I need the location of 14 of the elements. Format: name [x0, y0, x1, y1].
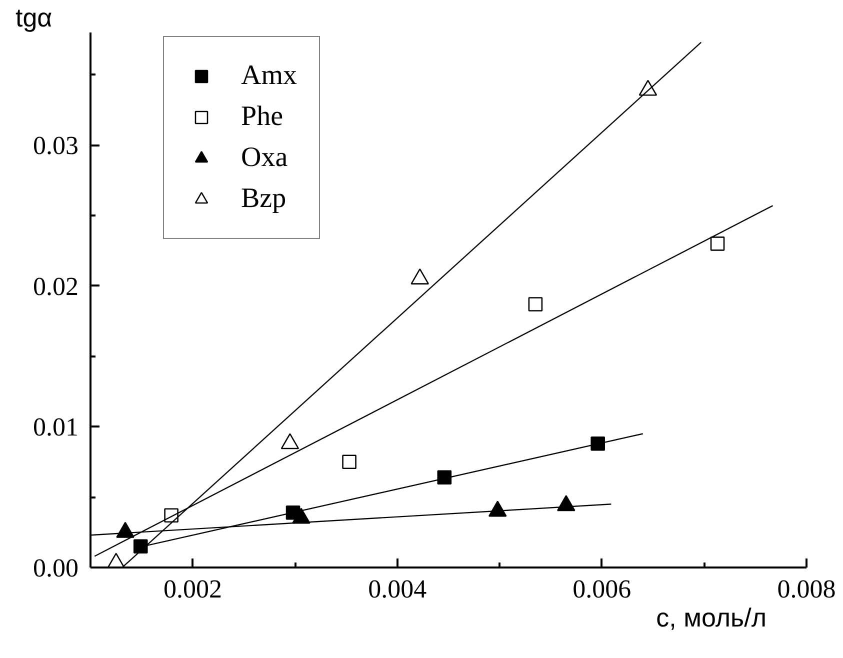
- x-tick-label: 0.008: [777, 574, 836, 604]
- legend-label: Oxa: [241, 141, 288, 175]
- y-axis-title: tgα: [16, 2, 52, 32]
- y-tick-label: 0.02: [33, 272, 78, 301]
- legend-label: Phe: [241, 100, 283, 134]
- legend-label: Bzp: [241, 182, 286, 216]
- x-tick-label: 0.006: [572, 574, 632, 604]
- y-tick-label: 0.00: [33, 554, 78, 582]
- y-tick-label: 0.03: [33, 131, 78, 160]
- x-tick-label: 0.004: [368, 574, 427, 604]
- y-tick-label: 0.01: [33, 412, 78, 442]
- x-axis-title: с, моль/л: [656, 602, 767, 632]
- x-tick-label: 0.002: [164, 574, 222, 604]
- legend-label: Amx: [241, 59, 297, 93]
